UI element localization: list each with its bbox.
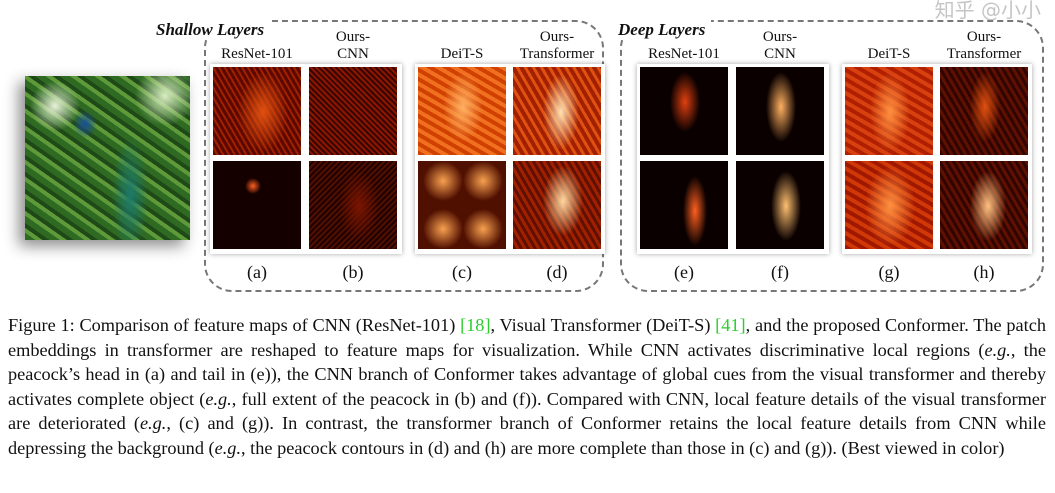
caption-eg: e.g. — [205, 388, 232, 409]
feature-map-row1 — [940, 67, 1028, 155]
subfigure-label: (e) — [674, 262, 694, 282]
column-label-line1: Ours- — [335, 29, 371, 45]
column-label-line1: Ours- — [762, 29, 798, 45]
column-label-line1: Ours- — [966, 29, 1002, 45]
feature-map-row2 — [845, 161, 933, 249]
feature-map-row1 — [309, 67, 397, 155]
feature-map-row1 — [640, 67, 728, 155]
column-label-line2: DeiT-S — [867, 46, 911, 62]
caption-eg: e.g. — [139, 413, 167, 434]
feature-map-row2 — [213, 161, 301, 249]
caption-text: Figure 1: Comparison of feature maps of … — [8, 315, 461, 335]
column-label-line2: DeiT-S — [440, 46, 484, 62]
feature-map-row2 — [640, 161, 728, 249]
column-label-line2: CNN — [764, 46, 796, 62]
column-label-line2: ResNet-101 — [221, 46, 293, 62]
feature-map-row2 — [418, 161, 506, 249]
subfigure-label: (f) — [771, 262, 789, 282]
feature-map-row2 — [940, 161, 1028, 249]
shallow-layers-title: Shallow Layers — [156, 20, 271, 40]
caption-text: , full extent of the peacock in (b) and … — [8, 388, 1046, 434]
column-label-line1: Ours- — [539, 29, 575, 45]
feature-map-row2 — [513, 161, 601, 249]
feature-map-row2 — [309, 161, 397, 249]
deep-layers-title: Deep Layers — [612, 20, 712, 40]
feature-map-row1 — [845, 67, 933, 155]
citation-link[interactable]: [18] — [460, 315, 491, 335]
feature-map-row1 — [513, 67, 601, 155]
caption-text: , and the proposed Conformer. The patch … — [8, 315, 1046, 360]
column-label-line2: Transformer — [946, 46, 1022, 62]
subfigure-label: (d) — [546, 262, 568, 282]
figure-caption: Figure 1: Comparison of feature maps of … — [8, 313, 1046, 461]
watermark: 知乎 @小小 — [934, 0, 1041, 22]
subfigure-label: (h) — [973, 262, 995, 282]
caption-text: , Visual Transformer (DeiT-S) — [490, 315, 716, 335]
feature-map-row2 — [736, 161, 824, 249]
caption-eg: e.g. — [984, 339, 1011, 360]
subfigure-label: (a) — [247, 262, 267, 282]
subfigure-label: (c) — [452, 262, 472, 282]
column-label-line2: Transformer — [519, 46, 595, 62]
feature-map-row1 — [213, 67, 301, 155]
peacock-input-image — [25, 76, 190, 240]
column-label-line2: CNN — [337, 46, 369, 62]
citation-link[interactable]: [41] — [715, 315, 746, 335]
feature-map-row1 — [418, 67, 506, 155]
caption-eg: e.g. — [214, 437, 242, 458]
subfigure-label: (g) — [878, 262, 900, 282]
column-label-line2: ResNet-101 — [648, 46, 720, 62]
subfigure-label: (b) — [342, 262, 364, 282]
caption-text: , (c) and (g)). In contrast, the transfo… — [8, 413, 1046, 458]
caption-text: , the peacock’s head in (a) and tail in … — [8, 339, 1046, 409]
deep-layers-box — [620, 20, 1044, 292]
caption-text: , the peacock contours in (d) and (h) ar… — [241, 437, 1005, 458]
feature-map-row1 — [736, 67, 824, 155]
